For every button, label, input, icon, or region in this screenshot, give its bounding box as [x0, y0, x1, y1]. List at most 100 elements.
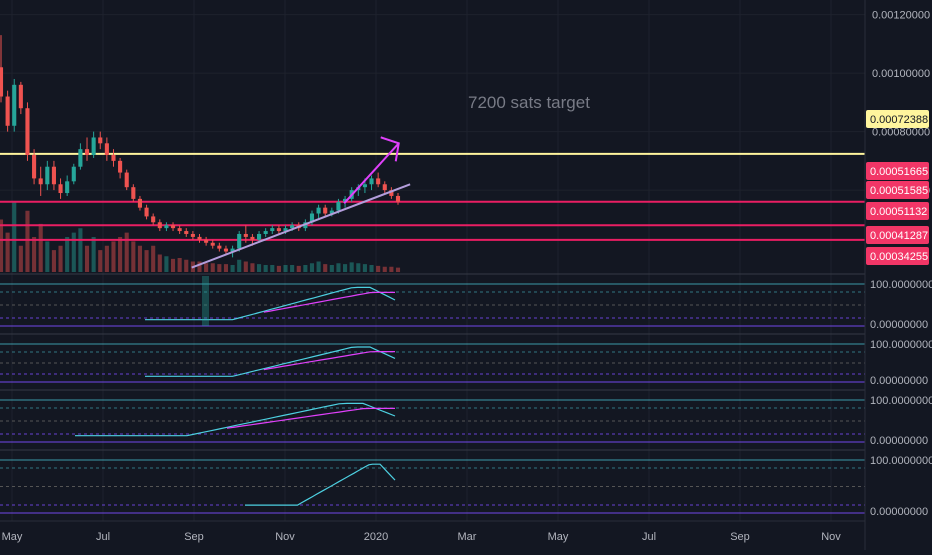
candle-body [71, 166, 76, 182]
candle-body [111, 155, 116, 161]
indicator-axis-bottom: 0.00000000 [870, 319, 928, 331]
volume-bar [263, 265, 268, 272]
candle-body [131, 187, 136, 199]
volume-bar [204, 263, 209, 272]
volume-bars [0, 202, 401, 272]
volume-bar [118, 237, 123, 272]
annotation-text[interactable]: 7200 sats target [468, 93, 590, 112]
time-axis-ticks: May Jul Sep Nov 2020 Mar May Jul Sep Nov [2, 531, 842, 543]
candle-body [5, 96, 10, 126]
candlesticks [0, 35, 401, 258]
horizontal-levels[interactable] [0, 152, 865, 241]
candle-body [177, 228, 182, 232]
volume-bar [223, 264, 229, 272]
candle-body [184, 231, 189, 234]
volume-bar [316, 261, 321, 272]
price-tag-label: 0.00034255 [870, 251, 928, 263]
volume-bar [170, 258, 176, 272]
price-tag-box [866, 247, 929, 265]
trendline[interactable] [191, 183, 411, 269]
volume-bar [395, 267, 401, 272]
candle-body [38, 178, 43, 185]
price-axis[interactable]: 0.001200000.001000000.000800000.00060000… [864, 0, 932, 550]
volume-bar [98, 250, 103, 272]
volume-bar [290, 265, 295, 272]
volume-bar [12, 202, 17, 272]
volume-bar [329, 265, 334, 272]
price-tag-label: 0.00041287 [870, 230, 928, 242]
volume-bar [197, 261, 202, 272]
candle-body [12, 84, 17, 126]
volume-bar [0, 219, 4, 272]
signal-line [226, 407, 395, 429]
candle-body [217, 245, 222, 249]
candle-body [25, 108, 30, 156]
price-tag-label: 0.00051585 [870, 185, 928, 197]
candle-body [0, 67, 4, 97]
volume-bar [45, 241, 50, 272]
volume-bar [276, 265, 281, 272]
volume-bar [124, 232, 129, 272]
candle-body [256, 233, 262, 240]
volume-bar [369, 265, 374, 272]
time-tick-label: Sep [730, 531, 750, 543]
indicator-axis-bottom: 0.00000000 [870, 375, 928, 387]
price-tick-label: 0.00080000 [872, 127, 930, 139]
candle-body [104, 143, 109, 156]
price-tag-label: 0.00051665 [870, 166, 928, 178]
volume-bar [270, 265, 275, 272]
indicator-axis-bottom: 0.00000000 [870, 435, 928, 447]
candle-body [65, 181, 70, 194]
volume-bar [18, 245, 23, 272]
candle-body [283, 228, 288, 232]
candle-body [389, 190, 394, 196]
indicator-axis-top: 100.00000000 [870, 455, 932, 467]
signal-line [263, 351, 395, 371]
time-tick-label: Nov [275, 531, 295, 543]
volume-bar [131, 241, 136, 272]
volume-bar [250, 263, 255, 272]
indicator-axis-top: 100.00000000 [870, 339, 932, 351]
price-tag-box [866, 162, 929, 180]
candle-body [362, 184, 367, 188]
candle-body [204, 239, 209, 243]
candle-body [250, 236, 255, 240]
drawings[interactable]: 7200 sats target [191, 93, 590, 269]
target-arrow[interactable] [343, 136, 400, 204]
candle-body [369, 178, 374, 185]
price-tag-box [866, 202, 929, 220]
indicator-axis-top: 100.00000000 [870, 279, 932, 291]
volume-bar [78, 228, 83, 272]
price-tag-label: 0.00051132 [870, 206, 927, 218]
candle-body [32, 155, 37, 179]
candle-body [98, 137, 103, 144]
candle-body [18, 84, 23, 109]
candle-body [329, 210, 334, 214]
volume-bar [362, 264, 367, 272]
indicator-line [245, 463, 396, 506]
volume-bar [157, 254, 162, 272]
indicator-panes [0, 273, 865, 514]
arrow-shaft [343, 142, 400, 204]
candle-body [118, 160, 123, 173]
candle-body [309, 213, 315, 223]
candle-body [164, 225, 169, 229]
indicator-axis-labels: 100.00000000 0.00000000 100.00000000 0.0000… [870, 279, 932, 518]
candle-body [137, 198, 143, 208]
time-tick-label: Jul [96, 531, 110, 543]
candle-body [316, 207, 321, 214]
volume-bar [349, 262, 354, 272]
volume-bar [256, 264, 262, 272]
candle-body [395, 195, 401, 202]
time-axis[interactable]: May Jul Sep Nov 2020 Mar May Jul Sep Nov [0, 520, 865, 543]
volume-bar [303, 265, 308, 272]
volume-bar [296, 265, 301, 272]
price-tick-label: 0.00120000 [872, 10, 930, 22]
volume-bar [151, 245, 156, 272]
time-tick-label: Sep [184, 531, 204, 543]
candle-body [51, 166, 56, 185]
indicator-highlight [202, 276, 209, 326]
arrow-head [380, 136, 400, 162]
